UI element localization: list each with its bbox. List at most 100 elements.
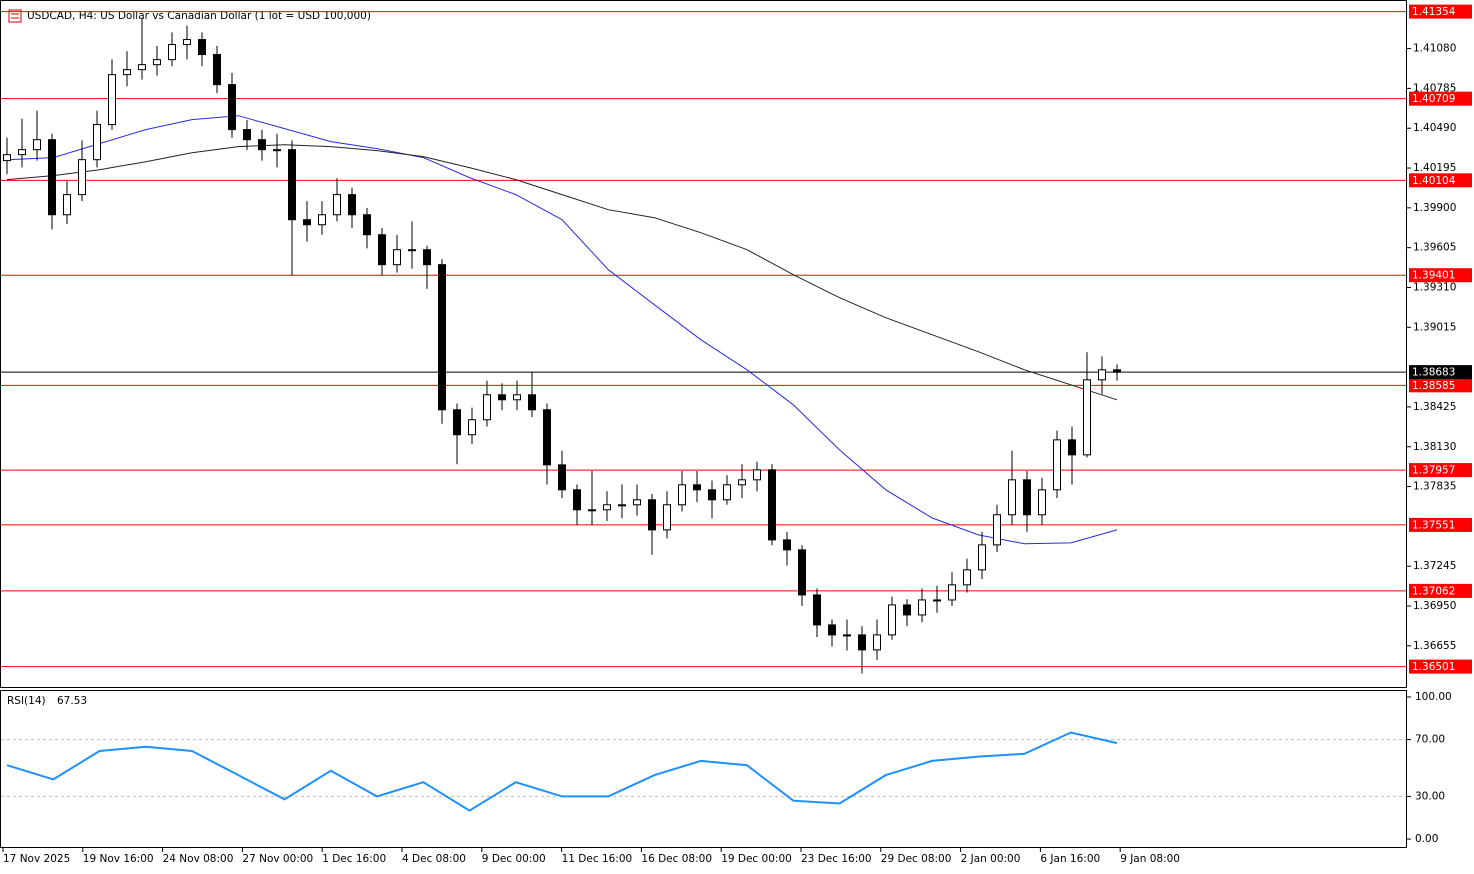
x-tick-label: 6 Jan 16:00 [1040, 853, 1100, 865]
candle-body [843, 634, 851, 637]
x-tick-label: 4 Dec 08:00 [402, 853, 466, 865]
rsi-tick-label: 70.00 [1415, 734, 1445, 746]
candle-body [603, 504, 611, 511]
candle-body [543, 409, 551, 466]
rsi-panel [0, 690, 1407, 848]
candle-body [858, 634, 866, 651]
candle-body [513, 394, 521, 401]
x-tick-label: 27 Nov 00:00 [242, 853, 313, 865]
candle-body [498, 394, 506, 401]
candle-body [213, 54, 221, 86]
candle-body [468, 419, 476, 436]
candle-body [558, 464, 566, 491]
level-tag [1409, 583, 1472, 598]
candle-body [48, 139, 56, 216]
candle-body [3, 154, 11, 162]
candle-body [483, 394, 491, 421]
candle-body [168, 44, 176, 61]
rsi-value: 67.53 [57, 695, 87, 707]
candle-body [243, 129, 251, 141]
level-label: 1.41354 [1412, 6, 1456, 18]
x-tick-label: 9 Dec 00:00 [482, 853, 546, 865]
candle-body [963, 569, 971, 586]
candle-body [993, 514, 1001, 546]
candle-body [873, 634, 881, 651]
x-tick-label: 2 Jan 00:00 [961, 853, 1021, 865]
candle-body [1023, 479, 1031, 516]
candle-body [978, 544, 986, 571]
candle-body [1068, 439, 1076, 456]
y-tick-label: 1.38425 [1413, 401, 1456, 413]
candle-body [183, 39, 191, 46]
candle-body [813, 594, 821, 626]
candle-body [348, 194, 356, 216]
level-tag [1409, 659, 1472, 674]
level-label: 1.40104 [1412, 175, 1456, 187]
x-tick-label: 19 Nov 16:00 [83, 853, 154, 865]
level-label: 1.37062 [1412, 585, 1455, 597]
candle-body [708, 489, 716, 501]
moving-average [6, 115, 1118, 545]
candle-body [93, 124, 101, 161]
x-tick-label: 11 Dec 16:00 [562, 853, 633, 865]
candle-body [918, 599, 926, 616]
y-tick-label: 1.36950 [1413, 600, 1456, 612]
candle-body [78, 159, 86, 196]
candle-body [363, 214, 371, 236]
level-tag [1409, 4, 1472, 19]
candle-body [573, 489, 581, 511]
candle-body [663, 504, 671, 531]
candle-body [633, 499, 641, 506]
candle-body [153, 59, 161, 66]
candle-body [1038, 489, 1046, 516]
rsi-line [6, 731, 1118, 812]
level-label: 1.37957 [1412, 465, 1455, 477]
level-label: 1.39401 [1412, 270, 1455, 282]
current-price-tag [1409, 365, 1472, 380]
y-tick-label: 1.39015 [1413, 321, 1456, 333]
candle-body [933, 599, 941, 602]
candle-body [18, 149, 26, 156]
y-tick-label: 1.40785 [1413, 82, 1456, 94]
level-label: 1.37551 [1412, 519, 1455, 531]
level-label: 1.40709 [1412, 93, 1455, 105]
candle-body [138, 64, 146, 71]
level-tag [1409, 268, 1472, 283]
candle-body [693, 484, 701, 491]
candle-body [318, 214, 326, 226]
y-tick-label: 1.40195 [1413, 162, 1456, 174]
candle-body [1113, 369, 1121, 373]
rsi-tick-label: 30.00 [1415, 790, 1445, 802]
candle-body [438, 264, 446, 411]
moving-average [6, 144, 1118, 401]
y-tick-label: 1.39310 [1413, 281, 1456, 293]
rsi-tick-label: 100.00 [1415, 691, 1452, 703]
candle-body [393, 249, 401, 266]
candle-body [648, 499, 656, 531]
candle-body [258, 139, 266, 151]
level-tag [1409, 378, 1472, 393]
candle-body [1083, 379, 1091, 456]
rsi-tick-label: 0.00 [1415, 833, 1438, 845]
level-tag [1409, 463, 1472, 478]
candle-body [948, 584, 956, 601]
candle-body [228, 84, 236, 131]
candle-body [903, 604, 911, 616]
y-tick-label: 1.38130 [1413, 441, 1456, 453]
candle-body [408, 249, 416, 252]
candle-body [783, 539, 791, 551]
candle-body [378, 234, 386, 266]
level-tag [1409, 517, 1472, 532]
x-tick-label: 17 Nov 2025 [3, 853, 70, 865]
candle-body [1098, 369, 1106, 381]
y-tick-label: 1.37245 [1413, 560, 1456, 572]
y-tick-label: 1.41080 [1413, 43, 1456, 55]
level-label: 1.38585 [1412, 380, 1455, 392]
x-tick-label: 23 Dec 16:00 [801, 853, 872, 865]
x-tick-label: 29 Dec 08:00 [881, 853, 952, 865]
level-tag [1409, 173, 1472, 188]
candle-body [798, 549, 806, 596]
candle-body [828, 624, 836, 636]
